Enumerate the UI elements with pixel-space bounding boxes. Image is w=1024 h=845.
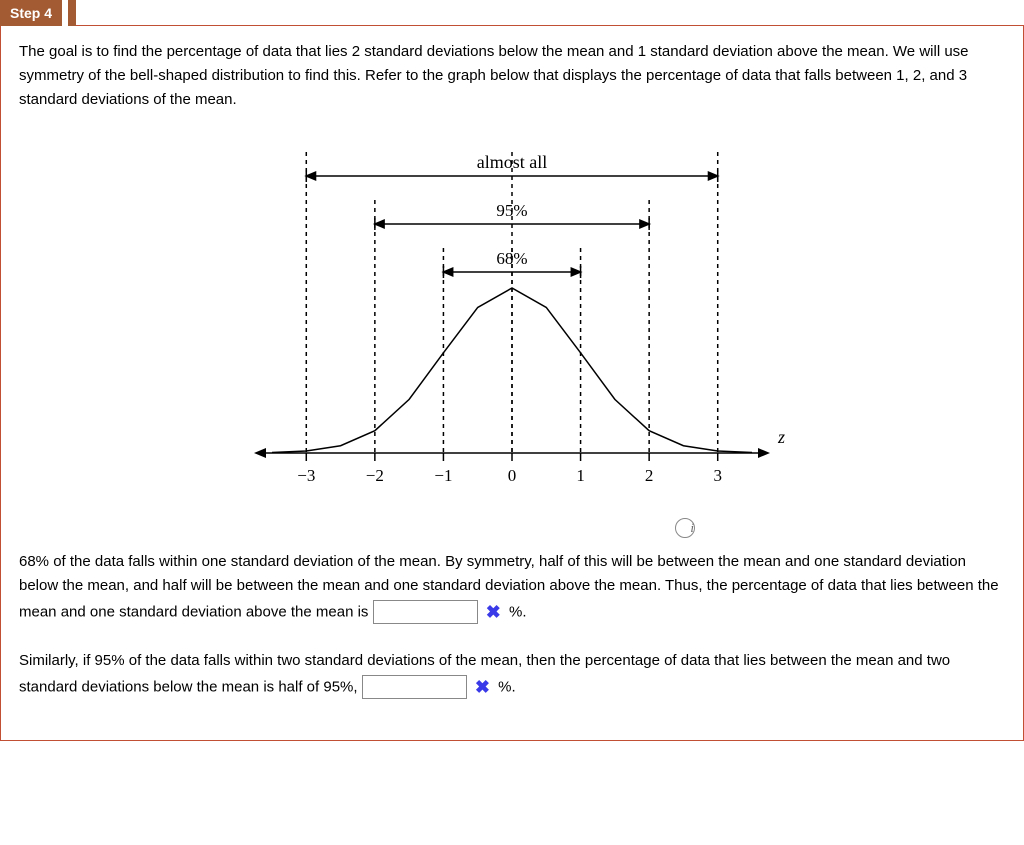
step-header: Step 4 [0, 0, 1024, 26]
wrong-icon: ✖ [482, 602, 505, 622]
svg-text:almost all: almost all [477, 152, 548, 172]
text-95b: %. [498, 678, 516, 695]
answer-input-2[interactable] [362, 675, 467, 699]
info-icon-row: i [19, 516, 1005, 540]
answer-input-1[interactable] [373, 600, 478, 624]
svg-text:−3: −3 [297, 466, 315, 485]
intro-paragraph: The goal is to find the percentage of da… [19, 40, 1005, 112]
svg-text:3: 3 [713, 466, 722, 485]
step-label: Step 4 [0, 0, 62, 26]
paragraph-95: Similarly, if 95% of the data falls with… [19, 649, 1005, 702]
svg-text:95%: 95% [496, 201, 527, 220]
text-68b: %. [509, 603, 527, 620]
info-icon[interactable]: i [675, 518, 695, 538]
empirical-rule-chart: −3 −2 −1 0 1 2 3 z almost all 95% 68% [19, 128, 1005, 506]
content: The goal is to find the percentage of da… [0, 26, 1024, 741]
svg-text:1: 1 [576, 466, 585, 485]
svg-text:−1: −1 [434, 466, 452, 485]
svg-text:2: 2 [645, 466, 654, 485]
svg-text:68%: 68% [496, 249, 527, 268]
svg-text:0: 0 [508, 466, 517, 485]
svg-text:−2: −2 [366, 466, 384, 485]
page: Step 4 The goal is to find the percentag… [0, 0, 1024, 741]
paragraph-68: 68% of the data falls within one standar… [19, 550, 1005, 627]
svg-text:z: z [777, 427, 785, 447]
wrong-icon: ✖ [471, 677, 494, 697]
